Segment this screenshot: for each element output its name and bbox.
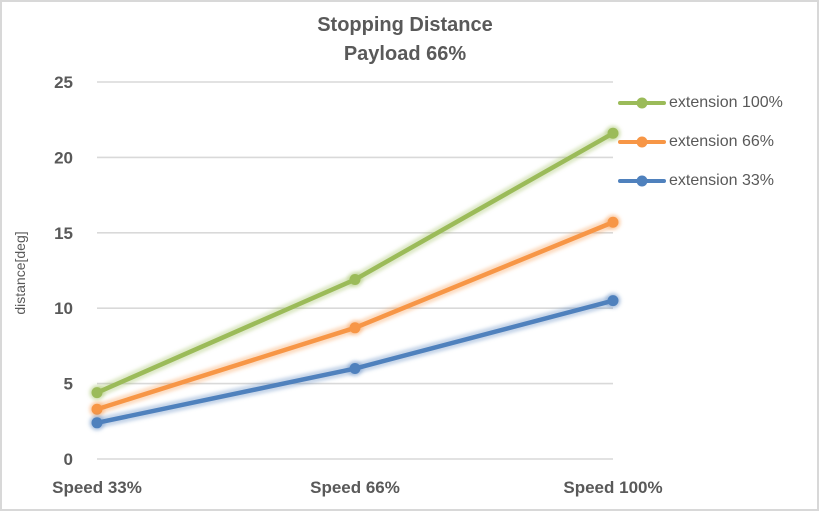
y-tick-label: 20 <box>54 148 73 167</box>
chart-title: Stopping Distance <box>317 14 493 36</box>
y-tick-label: 15 <box>54 224 73 243</box>
data-point-extension-100-[interactable] <box>349 274 361 286</box>
legend-marker-icon <box>618 97 666 109</box>
y-tick-label: 10 <box>54 299 73 318</box>
legend-label: extension 100% <box>669 94 783 111</box>
x-category-label: Speed 100% <box>563 478 662 497</box>
y-tick-label: 5 <box>64 375 73 394</box>
legend-item-extension-100-[interactable]: extension 100% <box>618 92 783 114</box>
chart-title-block: Stopping Distance Payload 66% <box>0 11 810 69</box>
data-point-extension-33-[interactable] <box>91 417 103 429</box>
data-point-extension-100-[interactable] <box>91 387 103 399</box>
data-point-extension-100-[interactable] <box>607 127 619 139</box>
series-halo-extension-100- <box>91 127 619 399</box>
chart-subtitle: Payload 66% <box>343 43 467 65</box>
x-category-label: Speed 66% <box>310 478 400 497</box>
legend-marker-icon <box>618 175 666 187</box>
data-point-extension-66-[interactable] <box>91 403 103 415</box>
data-point-extension-33-[interactable] <box>349 363 361 375</box>
y-tick-label: 0 <box>64 450 73 469</box>
legend-marker-dot-icon <box>636 136 648 148</box>
legend-item-extension-33-[interactable]: extension 33% <box>618 170 774 192</box>
legend-label: extension 33% <box>669 172 774 189</box>
legend-marker-dot-icon <box>636 97 648 109</box>
x-category-label: Speed 33% <box>52 478 142 497</box>
legend-label: extension 66% <box>669 133 774 150</box>
legend-marker-dot-icon <box>636 175 648 187</box>
data-point-extension-66-[interactable] <box>607 216 619 228</box>
data-point-extension-66-[interactable] <box>349 322 361 334</box>
legend-item-extension-66-[interactable]: extension 66% <box>618 131 774 153</box>
y-tick-label: 25 <box>54 73 73 92</box>
legend-marker-icon <box>618 136 666 148</box>
data-point-extension-33-[interactable] <box>607 295 619 307</box>
